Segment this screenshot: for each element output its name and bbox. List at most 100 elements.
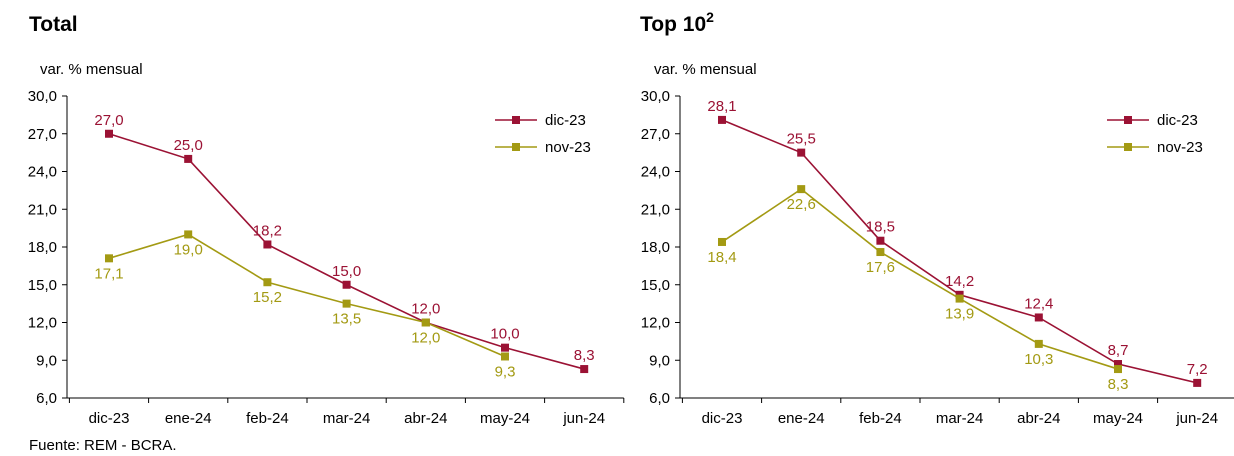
data-label: 22,6 <box>787 196 816 213</box>
x-tick-label: may-24 <box>1093 410 1143 427</box>
data-point-marker <box>718 115 726 124</box>
data-point-marker <box>1193 378 1202 387</box>
x-tick-label: ene-24 <box>778 410 825 427</box>
x-tick-label: jun-24 <box>1175 410 1218 427</box>
y-tick-label: 27,0 <box>28 126 57 143</box>
data-label: 10,3 <box>1024 351 1053 368</box>
data-label: 8,7 <box>1108 342 1129 359</box>
legend-swatch-marker <box>512 143 520 151</box>
data-point-marker <box>718 237 726 246</box>
data-label: 8,3 <box>1108 376 1129 393</box>
y-tick-label: 27,0 <box>641 126 670 143</box>
data-point-marker <box>421 318 430 327</box>
chart-total: Total var. % mensual 6,0 9,0 12,0 15,0 18,0 2… <box>28 13 625 427</box>
data-point-marker <box>1034 313 1043 322</box>
x-tick-label: feb-24 <box>859 410 902 427</box>
x-tick-label: mar-24 <box>323 410 371 427</box>
chart-title: Top 102 <box>640 9 714 36</box>
data-point-marker <box>876 248 885 257</box>
legend-swatch-marker <box>1124 116 1132 124</box>
data-point-marker <box>955 294 964 303</box>
y-tick-label: 24,0 <box>28 164 57 181</box>
data-point-marker <box>184 154 193 163</box>
data-label: 18,2 <box>253 222 282 239</box>
data-label: 15,2 <box>253 289 282 306</box>
x-tick-label: abr-24 <box>404 410 447 427</box>
legend-swatch-marker <box>512 116 520 124</box>
data-label: 7,2 <box>1187 361 1208 378</box>
data-point-marker <box>1034 339 1043 348</box>
x-tick-label: jun-24 <box>562 410 605 427</box>
legend-swatch-marker <box>1124 143 1132 151</box>
y-tick-label: 6,0 <box>36 390 57 407</box>
y-tick-label: 21,0 <box>641 201 670 218</box>
chart-top10: Top 102 var. % mensual 6,0 9,0 12,0 15,0 18,… <box>640 9 1234 427</box>
data-point-marker <box>342 280 351 289</box>
data-point-marker <box>105 129 113 138</box>
data-point-marker <box>876 236 885 245</box>
y-tick-label: 15,0 <box>28 277 57 294</box>
data-label: 13,5 <box>332 311 361 328</box>
data-label: 12,0 <box>411 301 440 318</box>
x-tick-label: mar-24 <box>936 410 984 427</box>
y-tick-label: 24,0 <box>641 164 670 181</box>
series-line-nov-23 <box>721 188 1119 370</box>
legend-label: nov-23 <box>545 139 591 156</box>
y-tick-label: 18,0 <box>28 239 57 256</box>
y-axis-unit-label: var. % mensual <box>40 61 143 78</box>
y-tick-label: 12,0 <box>28 315 57 332</box>
data-point-marker <box>184 230 193 239</box>
data-label: 13,9 <box>945 306 974 323</box>
legend-label: dic-23 <box>1157 112 1198 129</box>
data-label: 27,0 <box>94 112 123 129</box>
plot-area: 6,0 9,0 12,0 15,0 18,0 21,0 24,0 27,0 30,0 dic-23… <box>28 88 625 427</box>
chart-title: Total <box>29 13 78 36</box>
data-point-marker <box>263 240 272 249</box>
data-label: 28,1 <box>707 98 736 115</box>
y-tick-label: 9,0 <box>649 352 670 369</box>
y-tick-label: 15,0 <box>641 277 670 294</box>
legend-label: nov-23 <box>1157 139 1203 156</box>
data-point-marker <box>797 185 806 194</box>
x-tick-label: abr-24 <box>1017 410 1060 427</box>
data-label: 25,5 <box>787 131 816 148</box>
y-axis-unit-label: var. % mensual <box>654 61 757 78</box>
x-tick-label: dic-23 <box>89 410 130 427</box>
data-point-marker <box>263 278 272 287</box>
data-label: 19,0 <box>174 241 203 258</box>
data-point-marker <box>580 365 589 374</box>
series-line-nov-23 <box>108 233 506 358</box>
y-tick-label: 6,0 <box>649 390 670 407</box>
data-label: 12,4 <box>1024 295 1053 312</box>
data-label: 8,3 <box>574 347 595 364</box>
data-label: 10,0 <box>490 326 519 343</box>
y-tick-label: 21,0 <box>28 201 57 218</box>
data-label: 12,0 <box>411 330 440 347</box>
data-point-marker <box>501 343 509 352</box>
data-point-marker <box>342 299 351 308</box>
data-label: 25,0 <box>174 137 203 154</box>
data-point-marker <box>501 352 509 361</box>
data-point-marker <box>1114 360 1122 369</box>
x-tick-label: ene-24 <box>165 410 212 427</box>
source-note: Fuente: REM - BCRA. <box>29 437 177 454</box>
x-tick-label: may-24 <box>480 410 530 427</box>
plot-area: 6,0 9,0 12,0 15,0 18,0 21,0 24,0 27,0 30,0 dic-23… <box>641 88 1234 427</box>
data-point-marker <box>1114 365 1122 374</box>
x-tick-label: feb-24 <box>246 410 289 427</box>
legend-label: dic-23 <box>545 112 586 129</box>
y-tick-label: 12,0 <box>641 315 670 332</box>
y-tick-label: 30,0 <box>28 88 57 105</box>
data-label: 18,5 <box>866 219 895 236</box>
x-tick-label: dic-23 <box>702 410 743 427</box>
y-tick-label: 18,0 <box>641 239 670 256</box>
data-point-marker <box>797 148 806 157</box>
data-label: 9,3 <box>495 363 516 380</box>
data-label: 17,1 <box>94 265 123 282</box>
data-label: 17,6 <box>866 259 895 276</box>
data-label: 18,4 <box>707 249 736 266</box>
data-point-marker <box>105 254 113 263</box>
data-label: 15,0 <box>332 263 361 280</box>
y-tick-label: 30,0 <box>641 88 670 105</box>
